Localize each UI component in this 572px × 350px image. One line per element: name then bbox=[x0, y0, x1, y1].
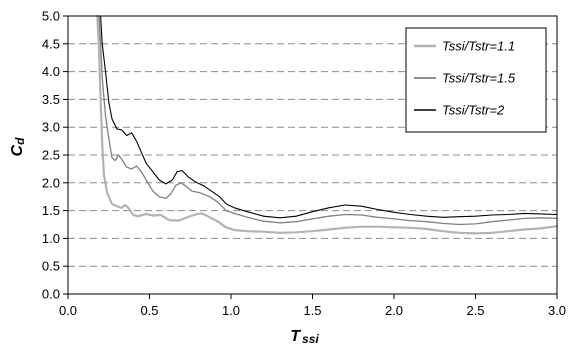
grid-lines bbox=[68, 43, 557, 267]
x-tick-label-4: 2.0 bbox=[385, 303, 403, 318]
series-line-1 bbox=[98, 15, 558, 226]
x-tick-label-3: 1.5 bbox=[303, 303, 321, 318]
series-line-0 bbox=[96, 14, 559, 235]
x-tick-label-6: 3.0 bbox=[548, 303, 566, 318]
y-tick-label-10: 5.0 bbox=[42, 9, 60, 24]
y-axis-title-subscript: d bbox=[13, 137, 27, 145]
y-tick-label-6: 3.0 bbox=[42, 120, 60, 135]
y-tick-label-2: 1.0 bbox=[42, 231, 60, 246]
y-tick-label-1: 0.5 bbox=[42, 259, 60, 274]
x-axis-title-subscript: ssi bbox=[302, 332, 319, 346]
y-tick-label-5: 2.5 bbox=[42, 148, 60, 163]
legend-label-1: Tssi/Tstr=1.5 bbox=[442, 71, 516, 86]
y-tick-label-4: 2.0 bbox=[42, 175, 60, 190]
x-tick-label-1: 0.5 bbox=[140, 303, 158, 318]
x-tick-label-0: 0.0 bbox=[59, 303, 77, 318]
x-axis-ticks: 0.0 0.5 1.0 1.5 2.0 2.5 3.0 bbox=[59, 294, 566, 318]
y-tick-label-7: 3.5 bbox=[42, 92, 60, 107]
y-tick-label-9: 4.5 bbox=[42, 36, 60, 51]
legend-label-2: Tssi/Tstr=2 bbox=[442, 103, 505, 118]
series-line-2 bbox=[100, 15, 558, 219]
y-tick-label-0: 0.0 bbox=[42, 287, 60, 302]
legend: Tssi/Tstr=1.1 Tssi/Tstr=1.5 Tssi/Tstr=2 bbox=[405, 27, 547, 133]
y-tick-label-8: 4.0 bbox=[42, 64, 60, 79]
y-axis-title: Cd bbox=[9, 137, 27, 157]
y-axis-title-main: C bbox=[9, 144, 26, 156]
y-axis-ticks: 0.0 0.5 1.0 1.5 2.0 2.5 3.0 3.5 4.0 4.5 5.0 bbox=[42, 9, 68, 302]
legend-label-0: Tssi/Tstr=1.1 bbox=[442, 39, 515, 54]
x-axis-title-main: T bbox=[290, 328, 301, 345]
y-tick-label-3: 1.5 bbox=[42, 203, 60, 218]
x-tick-label-2: 1.0 bbox=[222, 303, 240, 318]
series-lines bbox=[96, 14, 559, 235]
x-tick-label-5: 2.5 bbox=[466, 303, 484, 318]
